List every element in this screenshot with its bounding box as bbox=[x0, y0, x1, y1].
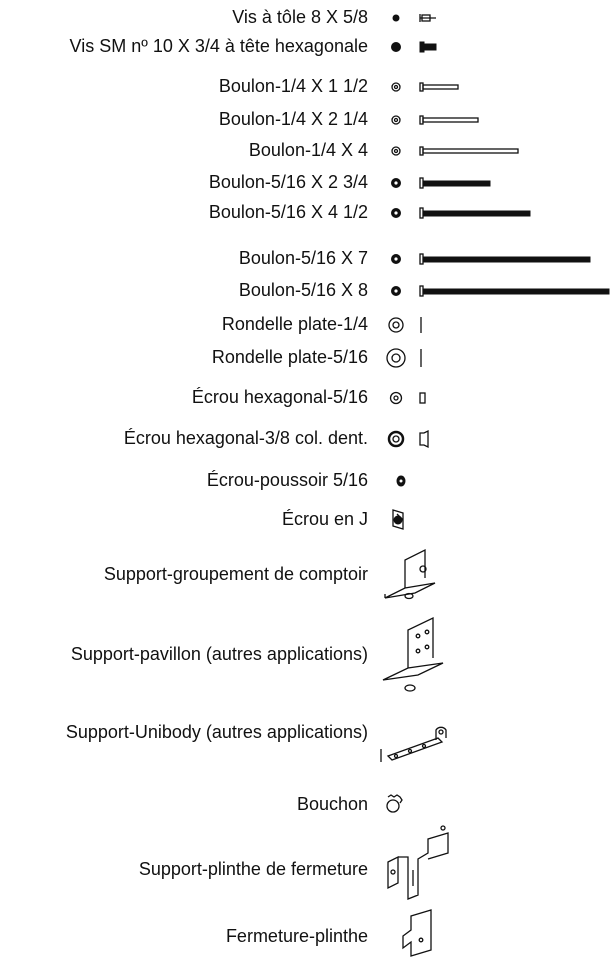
part-label: Vis à tôle 8 X 5/8 bbox=[232, 7, 368, 27]
part-label: Écrou-poussoir 5/16 bbox=[207, 470, 368, 490]
part-label: Boulon-5/16 X 8 bbox=[239, 280, 368, 300]
part-label: Écrou hexagonal-5/16 bbox=[192, 387, 368, 407]
part-label: Bouchon bbox=[297, 794, 368, 814]
part-label: Boulon-1/4 X 1 1/2 bbox=[219, 76, 368, 96]
part-label: Écrou hexagonal-3/8 col. dent. bbox=[124, 428, 368, 448]
labels: Vis à tôle 8 X 5/8 Vis SM nº 10 X 3/4 à t… bbox=[66, 7, 368, 946]
part-label: Boulon-5/16 X 7 bbox=[239, 248, 368, 268]
part-label: Support-Unibody (autres applications) bbox=[66, 722, 368, 742]
part-label: Support-pavillon (autres applications) bbox=[71, 644, 368, 664]
part-label: Rondelle plate-5/16 bbox=[212, 347, 368, 367]
part-label: Vis SM nº 10 X 3/4 à tête hexagonale bbox=[70, 36, 368, 56]
part-label: Boulon-5/16 X 4 1/2 bbox=[209, 202, 368, 222]
part-label: Fermeture-plinthe bbox=[226, 926, 368, 946]
part-label: Boulon-1/4 X 4 bbox=[249, 140, 368, 160]
part-label: Écrou en J bbox=[282, 509, 368, 529]
part-label: Boulon-1/4 X 2 1/4 bbox=[219, 109, 368, 129]
part-label: Support-groupement de comptoir bbox=[104, 564, 368, 584]
part-label: Rondelle plate-1/4 bbox=[222, 314, 368, 334]
part-label: Boulon-5/16 X 2 3/4 bbox=[209, 172, 368, 192]
part-label: Support-plinthe de fermeture bbox=[139, 859, 368, 879]
icons bbox=[380, 14, 610, 957]
